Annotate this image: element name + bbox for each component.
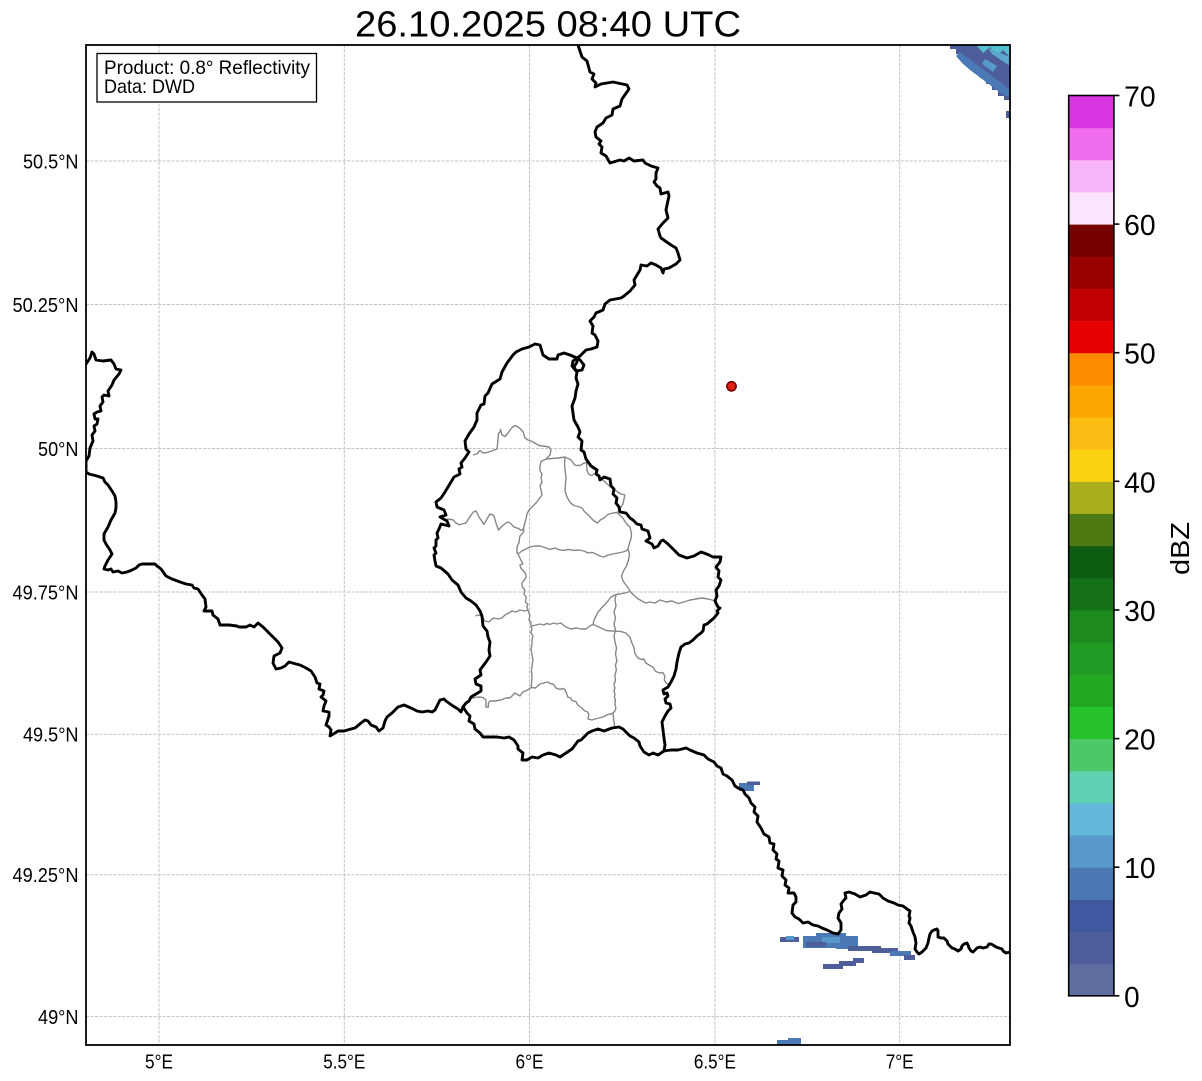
svg-text:6.5°E: 6.5°E [694,1051,736,1073]
svg-text:5°E: 5°E [145,1051,173,1073]
svg-text:5.5°E: 5.5°E [323,1051,365,1073]
svg-text:50.25°N: 50.25°N [13,295,79,317]
svg-text:60: 60 [1124,210,1156,242]
svg-text:49°N: 49°N [38,1007,79,1029]
svg-text:50.5°N: 50.5°N [23,151,79,173]
svg-text:6°E: 6°E [516,1051,544,1073]
svg-text:10: 10 [1124,853,1156,885]
svg-text:49.25°N: 49.25°N [13,865,79,887]
svg-text:7°E: 7°E [886,1051,914,1073]
svg-text:26.10.2025 08:40 UTC: 26.10.2025 08:40 UTC [355,4,741,45]
svg-text:30: 30 [1124,596,1156,628]
svg-text:50°N: 50°N [38,439,79,461]
svg-text:20: 20 [1124,725,1156,757]
svg-text:Data: DWD: Data: DWD [104,76,195,98]
svg-text:0: 0 [1124,982,1140,1014]
svg-text:70: 70 [1124,82,1156,114]
svg-text:40: 40 [1124,467,1156,499]
svg-text:dBZ: dBZ [1165,522,1195,575]
svg-text:49.75°N: 49.75°N [13,582,79,604]
svg-text:50: 50 [1124,339,1156,371]
svg-text:Product: 0.8° Reflectivity: Product: 0.8° Reflectivity [104,57,310,79]
svg-text:49.5°N: 49.5°N [23,725,79,747]
